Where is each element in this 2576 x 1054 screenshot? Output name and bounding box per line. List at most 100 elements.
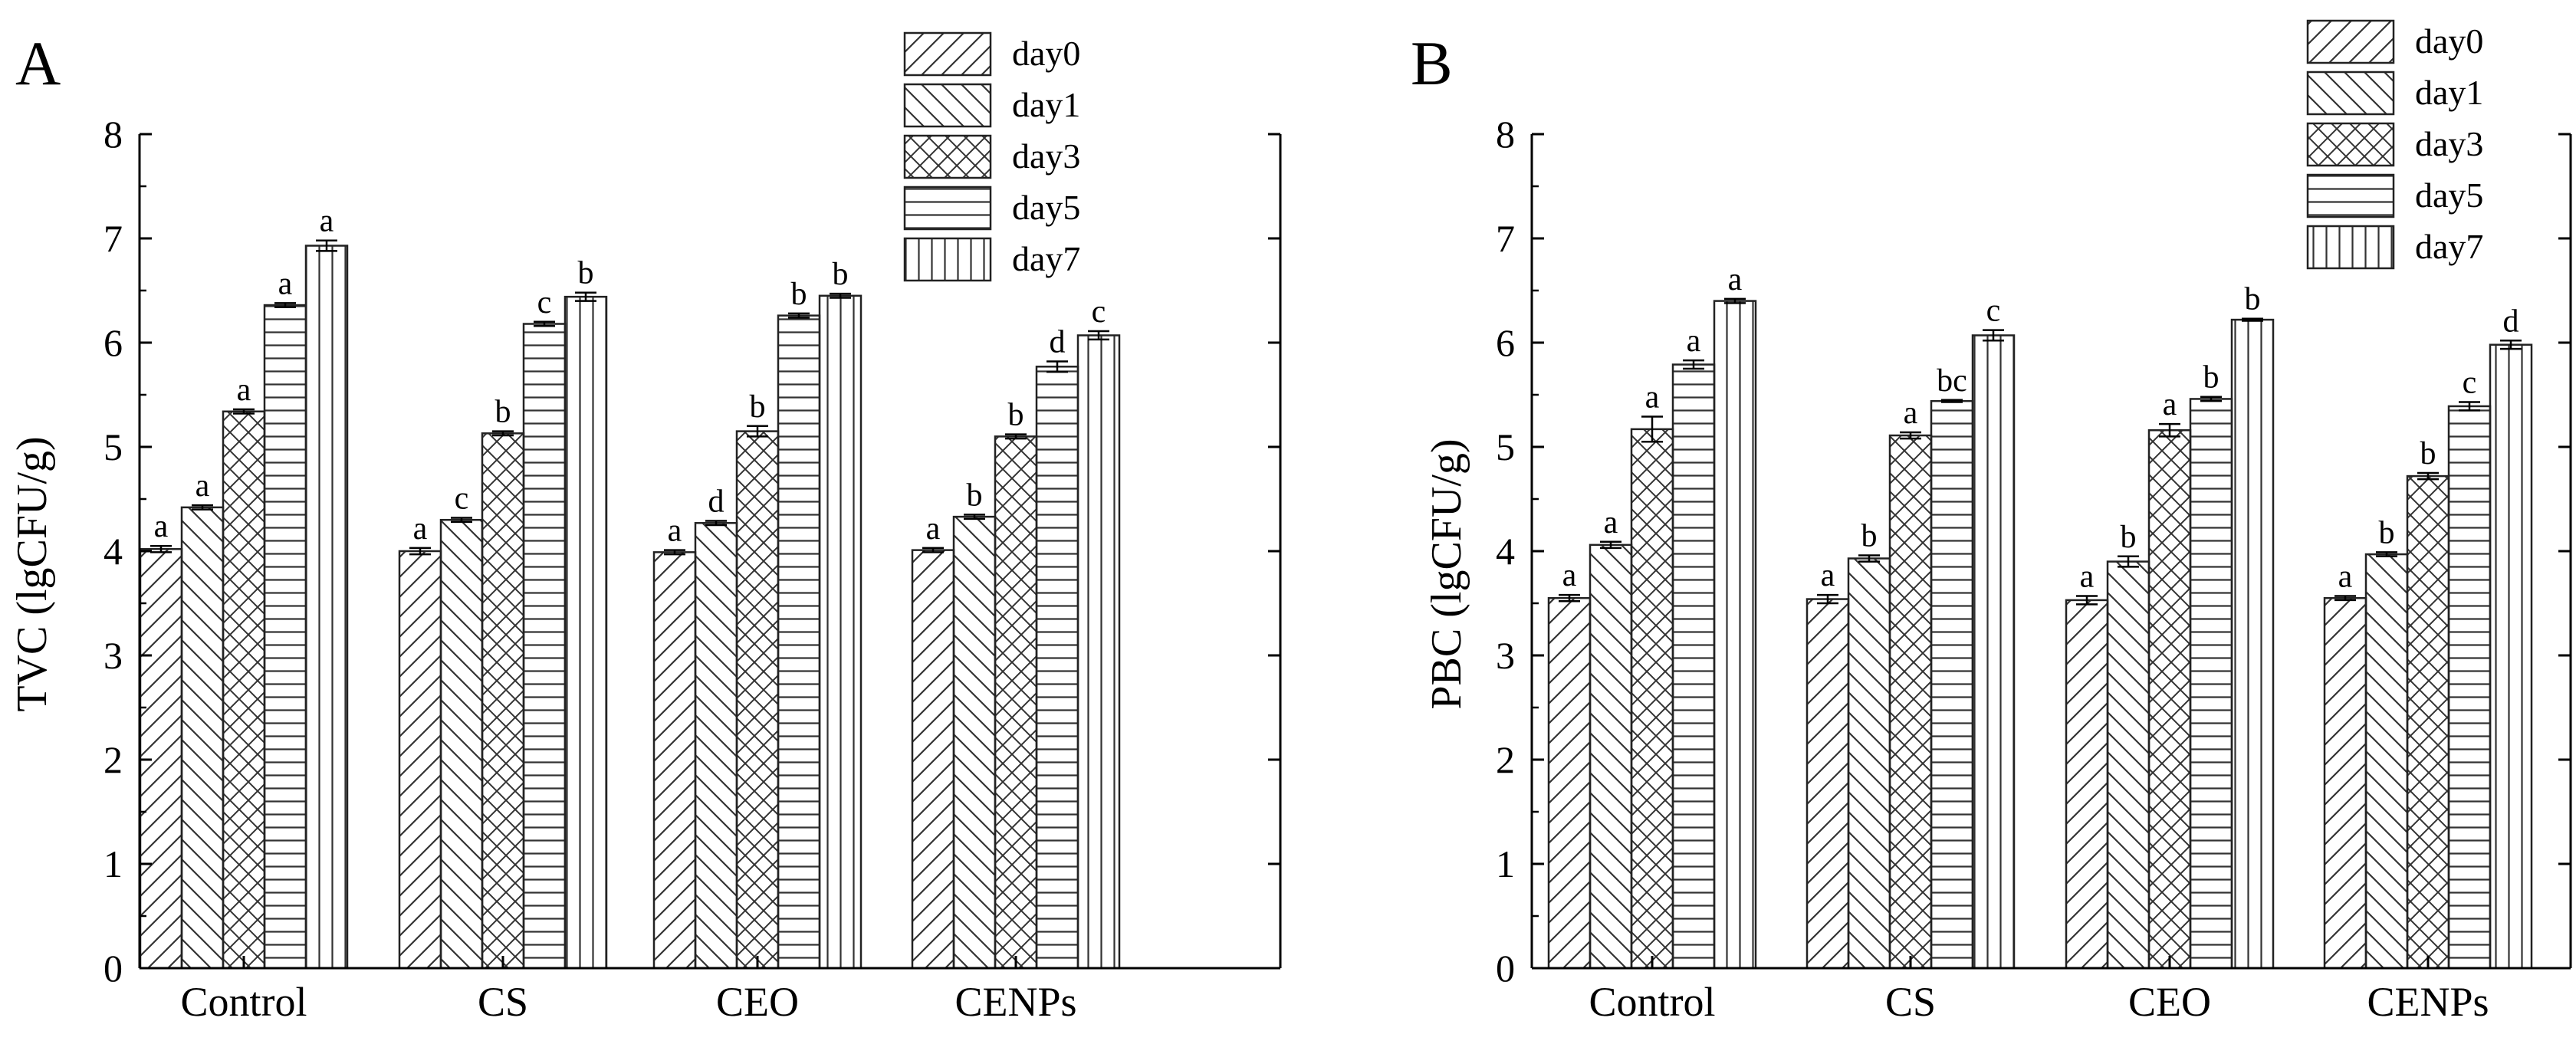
bar-day0-cs: [398, 550, 442, 970]
y-tick-label: 0: [104, 947, 123, 990]
y-tick-label: 5: [104, 425, 123, 468]
x-tick-label: Control: [180, 979, 307, 1025]
bar-day1-cs: [1847, 557, 1891, 970]
legend-swatch-day5: [903, 186, 992, 231]
x-tick-label: CS: [1885, 979, 1936, 1025]
x-tick-label: CENPs: [2367, 979, 2489, 1025]
legend-swatch-day0: [2306, 19, 2395, 64]
significance-letter: a: [1604, 505, 1618, 540]
significance-letter: bc: [1937, 363, 1967, 399]
legend-swatch-day5: [2306, 173, 2395, 218]
significance-letter: a: [1645, 380, 1660, 415]
bar-day1-ceo: [2106, 560, 2150, 970]
bar-day7-ceo: [818, 294, 863, 970]
bar-day0-cenps: [2323, 596, 2367, 970]
bar-day7-cs: [564, 295, 608, 970]
significance-letter: a: [1904, 396, 1918, 431]
y-tick-label: 2: [1496, 738, 1515, 781]
legend-label-day3: day3: [2415, 124, 2483, 163]
significance-letter: a: [196, 468, 210, 504]
bar-day0-cs: [1806, 598, 1850, 970]
bar-day5-cs: [522, 323, 567, 970]
y-tick-label: 4: [1496, 530, 1515, 573]
legend-swatch-day1: [903, 83, 992, 128]
legend-label-day3: day3: [1012, 136, 1080, 176]
panel-label: B: [1411, 28, 1453, 98]
significance-letter: b: [2379, 515, 2395, 550]
significance-letter: c: [1092, 294, 1106, 330]
legend-swatch-day0: [903, 31, 992, 77]
significance-letter: b: [2203, 360, 2220, 396]
significance-letter: b: [750, 389, 766, 425]
bar-day7-ceo: [2230, 318, 2275, 970]
bar-day7-control: [304, 245, 349, 970]
significance-letter: a: [2163, 387, 2177, 422]
significance-letter: c: [455, 481, 469, 516]
significance-letter: a: [237, 373, 251, 408]
y-tick-label: 1: [1496, 842, 1515, 885]
bar-day5-cenps: [2447, 405, 2492, 970]
significance-letter: b: [833, 257, 849, 292]
bar-day1-cs: [439, 518, 484, 970]
significance-letter: b: [2420, 436, 2436, 471]
bar-day0-cenps: [911, 549, 955, 970]
significance-letter: a: [320, 204, 334, 239]
significance-letter: a: [1687, 323, 1701, 359]
significance-letter: a: [2080, 559, 2095, 594]
bar-day3-ceo: [2147, 428, 2192, 970]
legend-swatch-day1: [2306, 71, 2395, 116]
bar-day5-cenps: [1035, 366, 1079, 970]
bar-day5-control: [263, 304, 307, 970]
significance-letter: b: [1008, 398, 1024, 433]
significance-letter: c: [537, 285, 552, 320]
significance-letter: d: [1050, 324, 1066, 360]
bar-day7-cenps: [2489, 343, 2533, 970]
legend-label-day5: day5: [1012, 188, 1080, 227]
panel-label: A: [15, 28, 61, 98]
bar-day1-cenps: [952, 515, 997, 970]
significance-letter: a: [154, 509, 169, 544]
significance-letter: b: [578, 256, 594, 291]
bar-day0-control: [1547, 596, 1592, 970]
significance-letter: c: [2463, 366, 2477, 401]
significance-letter: a: [926, 511, 941, 547]
significance-letter: b: [1861, 518, 1878, 553]
significance-letter: b: [495, 395, 511, 430]
y-tick-label: 5: [1496, 425, 1515, 468]
bar-day7-control: [1713, 300, 1757, 970]
bar-day3-control: [222, 410, 266, 970]
significance-letter: a: [2338, 559, 2353, 594]
bar-day3-cs: [1888, 434, 1933, 970]
y-axis-title: PBC (lgCFU/g): [1423, 438, 1470, 709]
bar-day5-ceo: [777, 314, 821, 970]
legend-swatch-day7: [2306, 225, 2395, 270]
y-tick-label: 3: [104, 634, 123, 677]
bar-day3-cs: [481, 432, 525, 970]
y-tick-label: 8: [1496, 113, 1515, 156]
significance-letter: b: [967, 478, 983, 513]
y-tick-label: 0: [1496, 947, 1515, 990]
bar-day5-cs: [1930, 399, 1974, 970]
significance-letter: c: [1986, 294, 2001, 329]
bar-day1-cenps: [2364, 553, 2409, 970]
significance-letter: b: [791, 277, 807, 312]
legend-label-day7: day7: [1012, 239, 1080, 278]
bar-day1-control: [180, 506, 225, 970]
legend-label-day1: day1: [2415, 73, 2483, 112]
x-tick-label: CEO: [716, 979, 799, 1025]
x-tick-label: CEO: [2128, 979, 2211, 1025]
y-tick-label: 2: [104, 738, 123, 781]
legend-label-day0: day0: [1012, 34, 1080, 73]
y-tick-label: 8: [104, 113, 123, 156]
bar-day1-ceo: [694, 522, 738, 970]
x-tick-label: CENPs: [955, 979, 1076, 1025]
bar-day0-ceo: [2065, 599, 2109, 970]
bar-day3-cenps: [2406, 474, 2450, 970]
bar-day3-control: [1630, 428, 1674, 970]
legend-label-day1: day1: [1012, 85, 1080, 124]
y-tick-label: 7: [1496, 217, 1515, 260]
y-tick-label: 3: [1496, 634, 1515, 677]
significance-letter: a: [1821, 558, 1835, 593]
